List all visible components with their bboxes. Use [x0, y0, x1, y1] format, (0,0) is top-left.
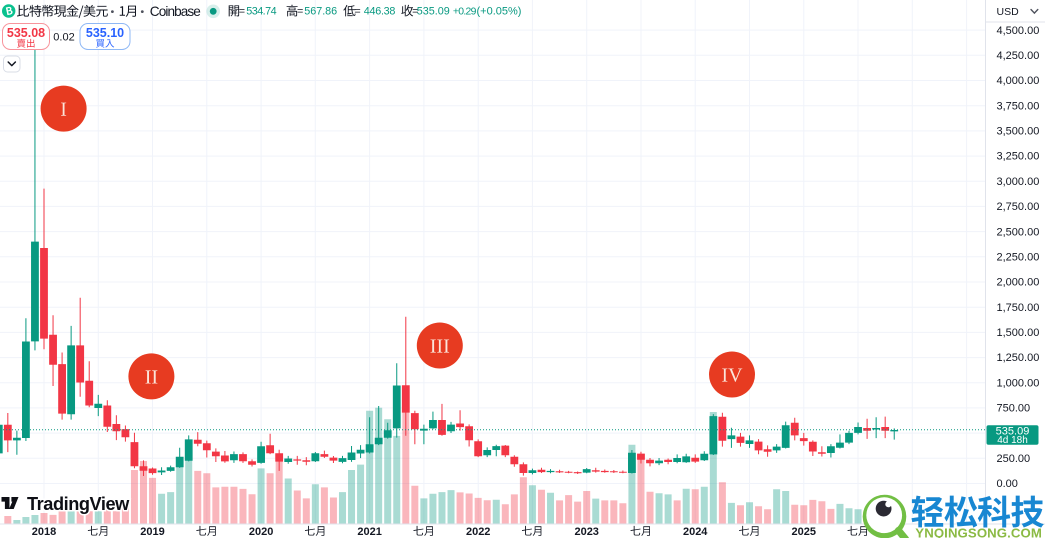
svg-text:2,750.00: 2,750.00 — [997, 201, 1040, 213]
svg-text:1,250.00: 1,250.00 — [997, 352, 1040, 364]
svg-text:1,750.00: 1,750.00 — [997, 302, 1040, 314]
svg-text:3,500.00: 3,500.00 — [997, 126, 1040, 138]
svg-text:535.09: 535.09 — [417, 6, 450, 18]
svg-text:2023: 2023 — [574, 526, 598, 538]
svg-text:2021: 2021 — [357, 526, 381, 538]
svg-text:250.00: 250.00 — [997, 453, 1031, 465]
svg-text:535.10: 535.10 — [86, 26, 124, 40]
svg-text:TradingView: TradingView — [27, 494, 130, 514]
svg-text:Coinbase: Coinbase — [150, 4, 201, 19]
svg-text:2022: 2022 — [466, 526, 490, 538]
svg-text:750.00: 750.00 — [997, 403, 1031, 415]
svg-text:2018: 2018 — [32, 526, 56, 538]
svg-text:2,500.00: 2,500.00 — [997, 226, 1040, 238]
svg-text:=: = — [239, 6, 245, 18]
svg-text:3,250.00: 3,250.00 — [997, 151, 1040, 163]
svg-text:1,000.00: 1,000.00 — [997, 377, 1040, 389]
svg-text:4,000.00: 4,000.00 — [997, 75, 1040, 87]
svg-text:3,000.00: 3,000.00 — [997, 176, 1040, 188]
svg-text:4d 18h: 4d 18h — [997, 435, 1028, 446]
svg-text:2024: 2024 — [683, 526, 708, 538]
svg-text:446.38: 446.38 — [364, 6, 396, 18]
svg-text:4,250.00: 4,250.00 — [997, 50, 1040, 62]
svg-text:534.74: 534.74 — [246, 6, 276, 18]
svg-text:4,500.00: 4,500.00 — [997, 25, 1040, 37]
svg-text:0.02: 0.02 — [53, 32, 74, 44]
svg-text:2,250.00: 2,250.00 — [997, 252, 1040, 264]
svg-text:3,750.00: 3,750.00 — [997, 100, 1040, 112]
svg-text:0.00: 0.00 — [997, 478, 1018, 490]
svg-text:=: = — [354, 6, 360, 18]
svg-text:535.08: 535.08 — [7, 26, 45, 40]
svg-text:535.09: 535.09 — [996, 425, 1030, 437]
svg-text:USD: USD — [997, 6, 1020, 18]
svg-text:1,500.00: 1,500.00 — [997, 327, 1040, 339]
svg-text:2019: 2019 — [140, 526, 164, 538]
svg-text:567.86: 567.86 — [304, 6, 337, 18]
svg-text:2,000.00: 2,000.00 — [997, 277, 1040, 289]
svg-text:=: = — [297, 6, 303, 18]
svg-text:+0.29: +0.29 — [453, 7, 477, 18]
svg-text:2020: 2020 — [249, 526, 273, 538]
svg-text:YNQINGSONG.COM: YNQINGSONG.COM — [915, 525, 1042, 538]
svg-text:(+0.05%): (+0.05%) — [477, 6, 522, 18]
svg-text:2025: 2025 — [792, 526, 816, 538]
svg-text:=: = — [412, 6, 418, 18]
